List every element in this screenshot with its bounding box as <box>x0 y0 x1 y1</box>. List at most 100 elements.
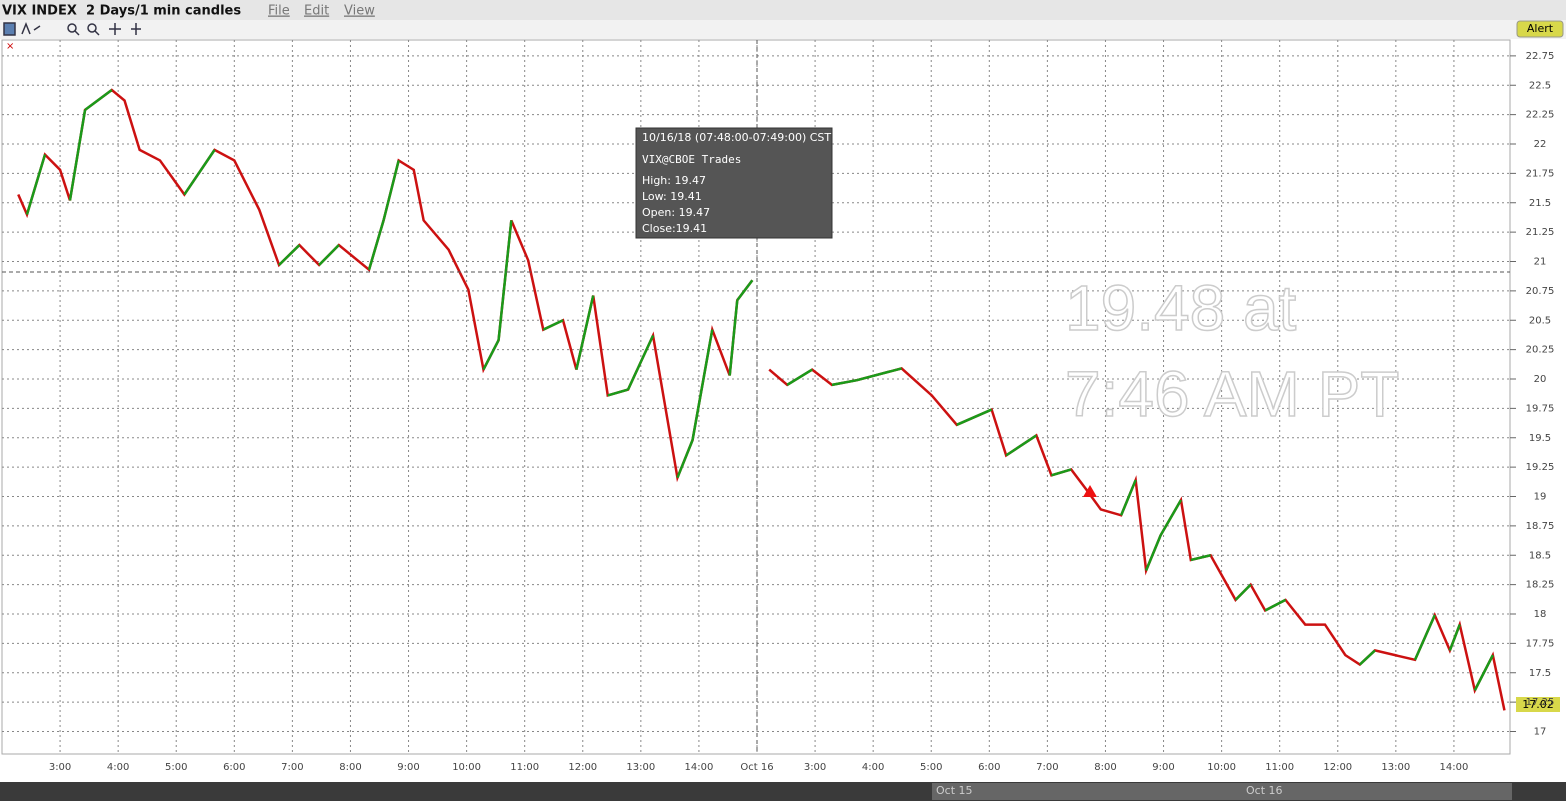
up-segment <box>183 149 216 196</box>
up-segment <box>497 220 513 341</box>
last-price-box <box>1516 697 1560 712</box>
x-tick-label: 10:00 <box>1207 762 1236 773</box>
y-tick-label: 21 <box>1534 257 1547 268</box>
y-tick-label: 22.5 <box>1529 80 1551 91</box>
y-tick-label: 17.75 <box>1526 638 1555 649</box>
y-tick-label: 17.25 <box>1526 697 1555 708</box>
x-tick-label: 12:00 <box>568 762 597 773</box>
menu-bar <box>0 0 1566 20</box>
up-segment <box>728 300 739 376</box>
navigator-label: Oct 15 <box>936 784 973 797</box>
up-segment <box>831 378 858 387</box>
up-segment <box>1358 649 1376 666</box>
x-tick-label: 11:00 <box>1265 762 1294 773</box>
up-segment <box>1448 624 1461 651</box>
y-tick-label: 20.5 <box>1529 315 1551 326</box>
up-segment <box>1264 598 1287 612</box>
x-tick-label: 4:00 <box>862 762 884 773</box>
up-segment <box>318 244 340 266</box>
annotation: 19.48 at <box>1065 272 1297 344</box>
up-segment <box>1005 434 1038 457</box>
tooltip-line: Close:19.41 <box>642 222 707 235</box>
close-x[interactable]: × <box>6 41 14 52</box>
up-segment <box>25 154 47 215</box>
x-tick-label: 4:00 <box>107 762 129 773</box>
up-segment <box>382 160 400 221</box>
y-tick-label: 18 <box>1534 609 1547 620</box>
up-segment <box>68 109 87 201</box>
up-segment <box>1119 479 1137 516</box>
x-tick-label: 7:00 <box>1036 762 1058 773</box>
y-tick-label: 21.25 <box>1526 227 1555 238</box>
x-tick-label: 5:00 <box>165 762 187 773</box>
x-tick-label: 6:00 <box>978 762 1000 773</box>
up-segment <box>1413 614 1436 661</box>
x-tick-label: 14:00 <box>1440 762 1469 773</box>
y-tick-label: 20.75 <box>1526 286 1555 297</box>
x-tick-label: 13:00 <box>1381 762 1410 773</box>
up-segment <box>736 279 754 302</box>
up-segment <box>542 319 564 331</box>
x-tick-label: 13:00 <box>626 762 655 773</box>
up-segment <box>1234 583 1252 601</box>
y-tick-label: 22.75 <box>1526 51 1555 62</box>
y-tick-label: 21.75 <box>1526 168 1555 179</box>
last-price: 17.02 <box>1522 698 1554 711</box>
y-tick-label: 20 <box>1534 374 1547 385</box>
period[interactable]: 2 Days/1 min candles <box>86 4 241 19</box>
up-segment <box>367 220 385 271</box>
up-segment <box>676 439 694 479</box>
y-tick-label: 18.75 <box>1526 521 1555 532</box>
navigator-label: Oct 16 <box>1246 784 1283 797</box>
alert-label[interactable]: Alert <box>1527 22 1554 35</box>
menu-file[interactable]: File <box>268 4 290 19</box>
x-tick-label: 7:00 <box>281 762 303 773</box>
x-tick-label: 12:00 <box>1323 762 1352 773</box>
tool-bar <box>0 20 1566 39</box>
annotation: 7:46 AM PT <box>1065 358 1399 430</box>
tooltip <box>635 127 833 239</box>
y-tick-label: 19.25 <box>1526 462 1555 473</box>
x-tick-label: 3:00 <box>49 762 71 773</box>
menu-edit[interactable]: Edit <box>304 4 329 19</box>
x-tick-label: 14:00 <box>685 762 714 773</box>
menu-view[interactable]: View <box>344 4 375 19</box>
up-segment <box>786 368 813 386</box>
up-segment <box>1473 654 1494 691</box>
x-tick-label: 5:00 <box>920 762 942 773</box>
y-tick-label: 18.25 <box>1526 580 1555 591</box>
symbol[interactable]: VIX INDEX <box>2 4 77 19</box>
y-tick-label: 19.75 <box>1526 403 1555 414</box>
series <box>17 88 1506 711</box>
up-segment <box>84 88 113 111</box>
tooltip-line: High: 19.47 <box>642 174 706 187</box>
up-segment <box>626 335 655 391</box>
navigator-window[interactable] <box>932 783 1512 800</box>
up-segment <box>1144 534 1162 572</box>
tooltip-line: Open: 19.47 <box>642 206 710 219</box>
up-segment <box>278 244 301 266</box>
x-tick-label: 8:00 <box>339 762 361 773</box>
x-tick-label: 6:00 <box>223 762 245 773</box>
up-segment <box>691 329 714 441</box>
tooltip-title: 10/16/18 (07:48:00-07:49:00) CST <box>642 131 831 144</box>
x-tick-label: 8:00 <box>1094 762 1116 773</box>
y-tick-label: 18.5 <box>1529 550 1551 561</box>
x-tick-label: 9:00 <box>1152 762 1174 773</box>
alert-button[interactable] <box>1516 20 1564 38</box>
tooltip-line: Low: 19.41 <box>642 190 702 203</box>
up-segment <box>1051 468 1072 477</box>
y-tick-label: 21.5 <box>1529 198 1551 209</box>
y-tick-label: 17 <box>1534 727 1547 738</box>
up-segment <box>482 339 500 371</box>
up-segment <box>956 408 993 426</box>
y-tick-label: 19.5 <box>1529 433 1551 444</box>
tooltip-source: VIX@CBOE Trades <box>642 153 741 166</box>
tool-icons <box>3 21 141 36</box>
y-tick-label: 17.5 <box>1529 668 1551 679</box>
x-tick-label: 11:00 <box>510 762 539 773</box>
y-tick-label: 20.25 <box>1526 345 1555 356</box>
y-tick-label: 19 <box>1534 492 1547 503</box>
up-segment <box>1190 554 1211 562</box>
grid <box>2 40 1516 754</box>
